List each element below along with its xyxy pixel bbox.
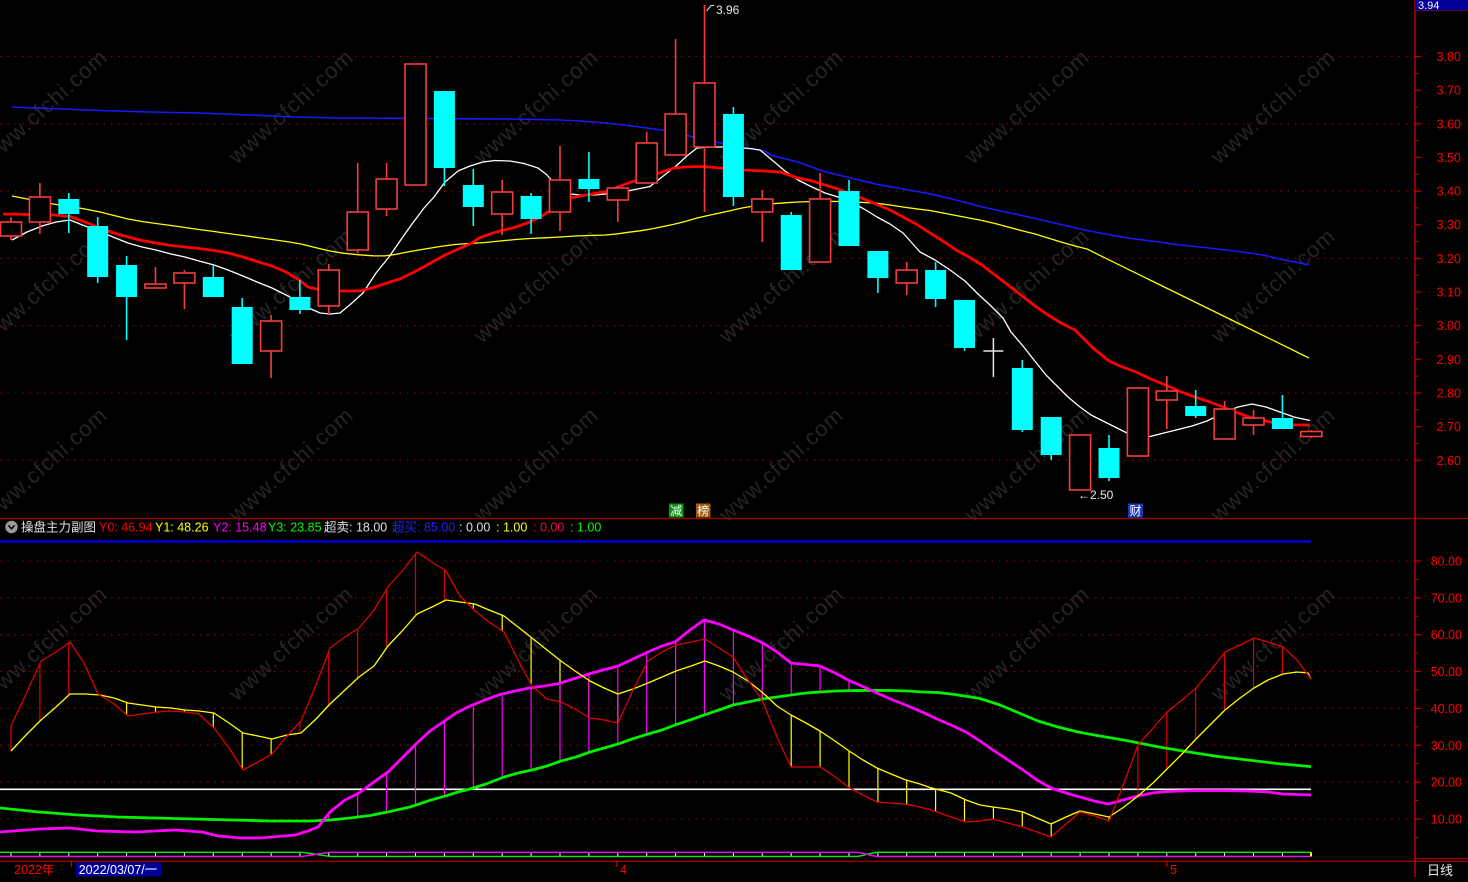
svg-text:30.00: 30.00 xyxy=(1431,739,1462,753)
svg-text:20.00: 20.00 xyxy=(1431,776,1462,790)
svg-text:3.40: 3.40 xyxy=(1437,185,1461,199)
svg-text:: 0.00: : 0.00 xyxy=(533,521,564,535)
svg-text:80.00: 80.00 xyxy=(1431,555,1462,569)
svg-text:2.80: 2.80 xyxy=(1437,387,1461,401)
svg-text:40.00: 40.00 xyxy=(1431,702,1462,716)
svg-text:操盘主力副图: 操盘主力副图 xyxy=(21,520,96,535)
svg-text:Y0: 46.94: Y0: 46.94 xyxy=(99,521,153,535)
svg-text:3.60: 3.60 xyxy=(1437,117,1461,131)
svg-text:Y1: 48.26: Y1: 48.26 xyxy=(155,521,209,535)
svg-text:财: 财 xyxy=(1129,504,1141,518)
svg-text:3.30: 3.30 xyxy=(1437,218,1461,232)
svg-text:2022/03/07/一: 2022/03/07/一 xyxy=(79,863,158,877)
svg-text:3.00: 3.00 xyxy=(1437,319,1461,333)
svg-text:3.20: 3.20 xyxy=(1437,252,1461,266)
svg-text:5: 5 xyxy=(1170,863,1177,877)
svg-text:榜: 榜 xyxy=(697,503,709,518)
svg-text:2022年: 2022年 xyxy=(14,863,54,877)
svg-text:Y2: 15.48: Y2: 15.48 xyxy=(213,521,267,535)
svg-text:Y3: 23.85: Y3: 23.85 xyxy=(268,521,322,535)
svg-text:: 1.00: : 1.00 xyxy=(496,521,527,535)
svg-text:2.70: 2.70 xyxy=(1437,420,1461,434)
svg-text:3.50: 3.50 xyxy=(1437,151,1461,165)
svg-text:3.96: 3.96 xyxy=(716,3,740,17)
svg-text:: 0.00: : 0.00 xyxy=(459,521,490,535)
svg-text:3.10: 3.10 xyxy=(1437,286,1461,300)
svg-text:50.00: 50.00 xyxy=(1431,665,1462,679)
svg-text:3.94: 3.94 xyxy=(1418,0,1439,12)
svg-text:4: 4 xyxy=(620,863,627,877)
svg-text:: 1.00: : 1.00 xyxy=(570,521,601,535)
svg-text:日线: 日线 xyxy=(1427,863,1453,877)
svg-text:减: 减 xyxy=(670,504,682,518)
svg-text:70.00: 70.00 xyxy=(1431,591,1462,605)
svg-text:超卖: 18.00: 超卖: 18.00 xyxy=(324,520,387,535)
svg-text:超买: 85.00: 超买: 85.00 xyxy=(392,520,455,535)
svg-text:3.80: 3.80 xyxy=(1437,50,1461,64)
svg-text:10.00: 10.00 xyxy=(1431,813,1462,827)
svg-text:60.00: 60.00 xyxy=(1431,628,1462,642)
svg-text:←2.50: ←2.50 xyxy=(1078,488,1114,502)
svg-text:3.70: 3.70 xyxy=(1437,84,1461,98)
svg-text:2.90: 2.90 xyxy=(1437,353,1461,367)
svg-text:2.60: 2.60 xyxy=(1437,454,1461,468)
